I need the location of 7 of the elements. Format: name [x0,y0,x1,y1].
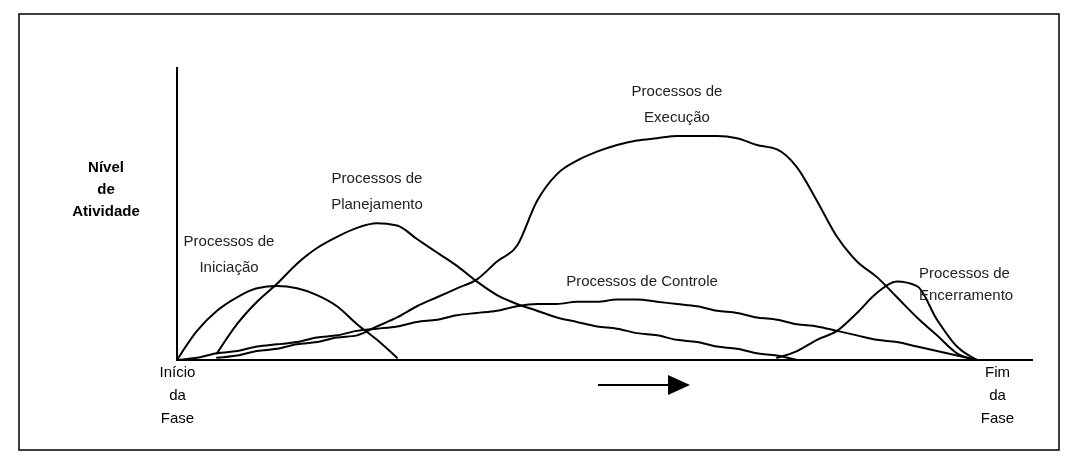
x-tick-label: Início da Fase [159,362,196,426]
series-label: Processos de Execução [631,82,723,125]
series-label: Processos de Iniciação [183,232,275,276]
x-tick-label: Fim da Fase [980,362,1015,426]
series-label: Processos de Controle [566,271,718,289]
series-label: Processos de Planejamento [331,169,423,213]
y-axis-title: Nível de Atividade [72,158,140,219]
